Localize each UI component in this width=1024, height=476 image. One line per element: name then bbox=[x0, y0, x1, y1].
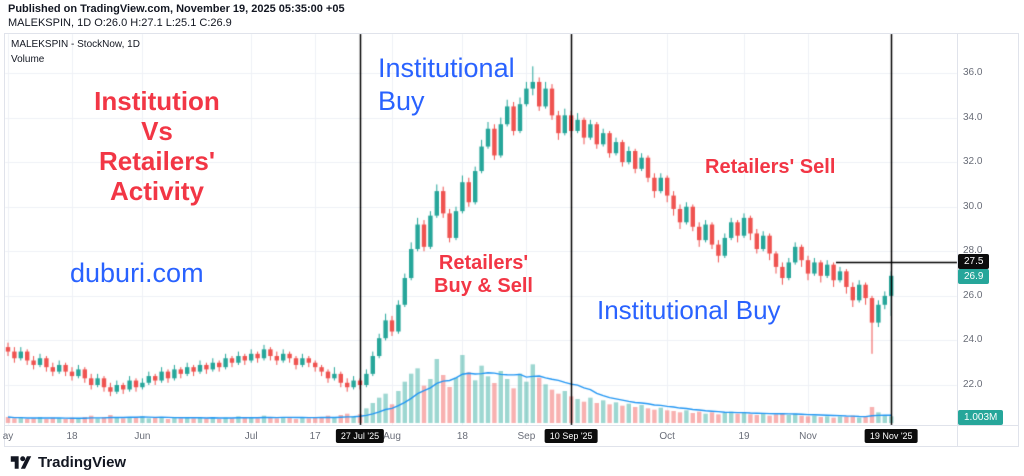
y-axis-label: 28.0 bbox=[963, 245, 983, 257]
annotation-institution-vs-retailers: Institution Vs Retailers' Activity bbox=[94, 86, 220, 207]
chart-legend: MALEKSPIN - StockNow, 1D Volume bbox=[11, 38, 140, 67]
y-axis-label: 36.0 bbox=[963, 67, 983, 78]
annotation-retailers-sell: Retailers' Sell bbox=[705, 156, 836, 178]
footer: TradingView bbox=[0, 448, 1024, 476]
y-axis-label: 22.0 bbox=[963, 379, 983, 390]
legend-symbol[interactable]: MALEKSPIN - StockNow, 1D bbox=[11, 39, 140, 50]
y-axis-label: 30.0 bbox=[963, 200, 983, 212]
event-date-badge[interactable]: 27 Jul '25 bbox=[335, 429, 385, 443]
x-axis-label: Aug bbox=[383, 431, 401, 442]
x-axis-label: Jul bbox=[244, 431, 258, 442]
x-axis-label: Sep bbox=[517, 431, 536, 442]
legend-volume-indicator[interactable]: Volume bbox=[11, 53, 45, 65]
annotation-duburi-watermark: duburi.com bbox=[70, 258, 204, 288]
y-axis-label: 34.0 bbox=[963, 111, 983, 123]
annotation-retailers-buy-sell: Retailers' Buy & Sell bbox=[434, 252, 533, 298]
y-axis-label: 24.0 bbox=[963, 334, 983, 346]
last-price-badge: 26.9 bbox=[958, 268, 990, 284]
x-axis-label: Nov bbox=[799, 431, 817, 442]
x-axis-label: 18 bbox=[456, 431, 468, 442]
event-date-badge[interactable]: 10 Sep '25 bbox=[544, 429, 598, 443]
x-axis-label: Jun bbox=[134, 431, 151, 442]
tradingview-logo-icon[interactable] bbox=[10, 455, 32, 470]
y-axis-label: 26.0 bbox=[963, 289, 983, 301]
y-axis-label: 32.0 bbox=[963, 156, 983, 168]
price-line-badge[interactable]: 27.5 bbox=[958, 254, 990, 270]
time-axis-border bbox=[5, 425, 1019, 426]
footer-brand-text[interactable]: TradingView bbox=[38, 453, 127, 471]
event-date-badge[interactable]: 19 Nov '25 bbox=[864, 429, 918, 443]
annotation-institutional-buy-bottom: Institutional Buy bbox=[597, 295, 781, 325]
annotation-institutional-buy-top: Institutional Buy bbox=[378, 53, 515, 116]
x-axis-label: Oct bbox=[659, 431, 675, 442]
price-axis-border bbox=[957, 34, 958, 447]
volume-value-badge: 1.003M bbox=[958, 410, 1004, 425]
x-axis-label: 17 bbox=[309, 431, 321, 442]
x-axis-label: 19 bbox=[738, 431, 750, 442]
x-axis-label: ay bbox=[2, 431, 14, 442]
x-axis-label: 18 bbox=[66, 431, 78, 442]
chart-frame bbox=[4, 33, 1019, 447]
